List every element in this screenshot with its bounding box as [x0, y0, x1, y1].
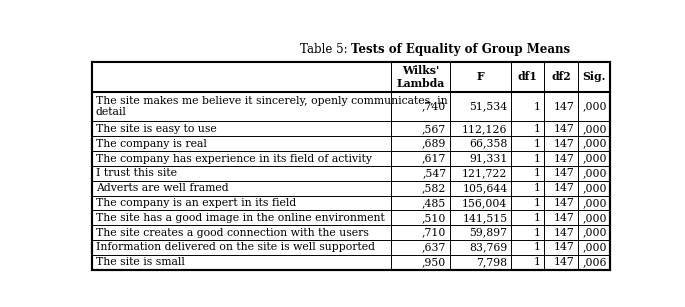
Text: 1: 1: [534, 243, 541, 252]
Text: The company has experience in its field of activity: The company has experience in its field …: [96, 154, 372, 164]
Text: 147: 147: [554, 124, 575, 134]
Text: 147: 147: [554, 139, 575, 149]
Text: 141,515: 141,515: [462, 213, 508, 223]
Text: 156,004: 156,004: [462, 198, 508, 208]
Text: The company is real: The company is real: [96, 139, 207, 149]
Text: ,000: ,000: [582, 124, 607, 134]
Text: Information delivered on the site is well supported: Information delivered on the site is wel…: [96, 243, 375, 252]
Text: 1: 1: [534, 139, 541, 149]
Text: 59,897: 59,897: [469, 227, 508, 238]
Text: The site makes me believe it sincerely, openly communicates, in
detail: The site makes me believe it sincerely, …: [96, 96, 447, 118]
Text: Table 5:: Table 5:: [300, 43, 351, 56]
Text: 7,798: 7,798: [476, 257, 508, 267]
Text: 83,769: 83,769: [469, 243, 508, 252]
Text: df2: df2: [551, 71, 571, 82]
Text: 1: 1: [534, 124, 541, 134]
Text: ,000: ,000: [582, 168, 607, 178]
Text: ,000: ,000: [582, 213, 607, 223]
Text: ,000: ,000: [582, 183, 607, 193]
Text: 1: 1: [534, 198, 541, 208]
Text: 66,358: 66,358: [469, 139, 508, 149]
Text: 1: 1: [534, 183, 541, 193]
Text: 51,534: 51,534: [469, 102, 508, 112]
Text: ,710: ,710: [422, 227, 447, 238]
Text: Sig.: Sig.: [582, 71, 606, 82]
Text: ,000: ,000: [582, 139, 607, 149]
Text: 147: 147: [554, 243, 575, 252]
Text: ,000: ,000: [582, 154, 607, 164]
Text: ,617: ,617: [422, 154, 447, 164]
Text: 147: 147: [554, 198, 575, 208]
Text: 147: 147: [554, 154, 575, 164]
Text: 1: 1: [534, 213, 541, 223]
Text: df1: df1: [518, 71, 538, 82]
Text: 121,722: 121,722: [462, 168, 508, 178]
Text: ,637: ,637: [422, 243, 447, 252]
Text: Adverts are well framed: Adverts are well framed: [96, 183, 228, 193]
Text: ,000: ,000: [582, 227, 607, 238]
Text: ,950: ,950: [422, 257, 447, 267]
Text: 147: 147: [554, 227, 575, 238]
Text: 1: 1: [534, 154, 541, 164]
Text: 147: 147: [554, 183, 575, 193]
Text: The company is an expert in its field: The company is an expert in its field: [96, 198, 296, 208]
Text: ,510: ,510: [422, 213, 447, 223]
Text: 112,126: 112,126: [462, 124, 508, 134]
Text: ,485: ,485: [422, 198, 447, 208]
Text: 1: 1: [534, 168, 541, 178]
Text: The site creates a good connection with the users: The site creates a good connection with …: [96, 227, 369, 238]
Text: ,000: ,000: [582, 198, 607, 208]
Text: 1: 1: [534, 257, 541, 267]
Text: 105,644: 105,644: [462, 183, 508, 193]
Text: ,006: ,006: [582, 257, 607, 267]
Text: ,000: ,000: [582, 243, 607, 252]
Text: ,740: ,740: [422, 102, 447, 112]
Text: The site is easy to use: The site is easy to use: [96, 124, 216, 134]
Text: 1: 1: [534, 102, 541, 112]
Text: 147: 147: [554, 168, 575, 178]
Text: ,567: ,567: [422, 124, 447, 134]
Text: ,582: ,582: [422, 183, 447, 193]
Text: The site is small: The site is small: [96, 257, 184, 267]
Text: 147: 147: [554, 257, 575, 267]
Text: 91,331: 91,331: [469, 154, 508, 164]
Text: Tests of Equality of Group Means: Tests of Equality of Group Means: [351, 43, 570, 56]
Text: 1: 1: [534, 227, 541, 238]
Text: I trust this site: I trust this site: [96, 168, 177, 178]
Text: Wilks'
Lambda: Wilks' Lambda: [397, 64, 445, 89]
Text: ,547: ,547: [422, 168, 447, 178]
Text: 147: 147: [554, 213, 575, 223]
Text: F: F: [476, 71, 484, 82]
Text: 147: 147: [554, 102, 575, 112]
Text: ,000: ,000: [582, 102, 607, 112]
Text: ,689: ,689: [422, 139, 447, 149]
Text: The site has a good image in the online environment: The site has a good image in the online …: [96, 213, 384, 223]
